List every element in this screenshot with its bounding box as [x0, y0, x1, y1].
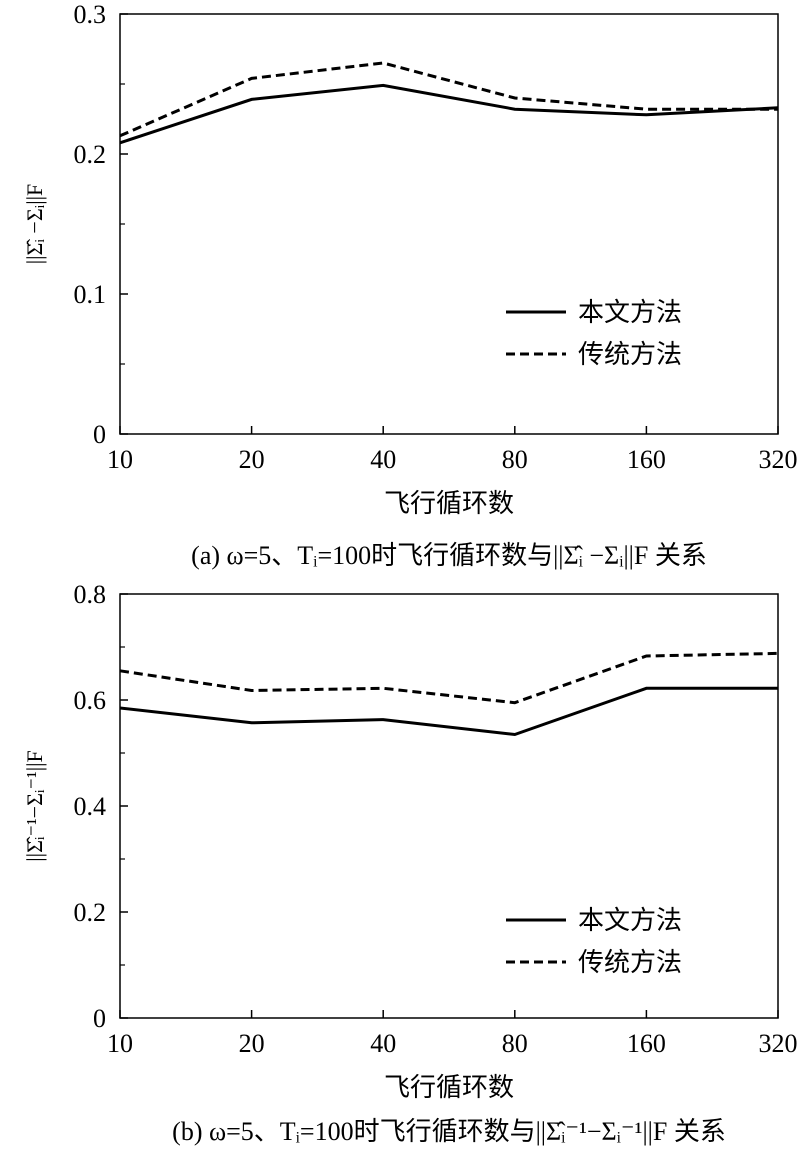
y-tick-label-a: 0.1 — [74, 280, 107, 309]
x-tick-label-a: 320 — [759, 445, 798, 474]
x-tick-label-a: 10 — [107, 445, 133, 474]
x-tick-label-b: 320 — [759, 1029, 798, 1058]
y-axis-title-b: ||Σ̂ᵢ⁻¹−Σᵢ⁻¹||F — [22, 750, 47, 861]
x-tick-label-a: 80 — [502, 445, 528, 474]
legend-label-a-2: 传统方法 — [578, 340, 682, 370]
y-axis-title-a: ||Σ̂ᵢ −Σᵢ||F — [22, 184, 47, 265]
panel-a: 飞行循环数 ||Σ̂ᵢ −Σᵢ||F — [22, 13, 779, 519]
caption-a-text: (a) ω=5、Tᵢ=100时飞行循环数与||Σ̂ᵢ −Σᵢ||F 关系 — [191, 541, 707, 570]
x-tick-label-b: 160 — [627, 1029, 666, 1058]
x-tick-label-b: 10 — [107, 1029, 133, 1058]
legend-label-b-1: 本文方法 — [578, 906, 682, 936]
caption-b-text: (b) ω=5、Tᵢ=100时飞行循环数与||Σ̂ᵢ⁻¹−Σᵢ⁻¹||F 关系 — [172, 1117, 726, 1146]
y-tick-label-b: 0.2 — [74, 898, 107, 927]
legend-label-a-1: 本文方法 — [578, 298, 682, 328]
series-line-b-2 — [119, 651, 779, 705]
series-line-a-1 — [119, 83, 779, 145]
x-tick-label-b: 40 — [370, 1029, 396, 1058]
x-tick-label-a: 40 — [370, 445, 396, 474]
y-tick-label-b: 0.8 — [74, 580, 107, 609]
y-tick-label-b: 0 — [93, 1004, 106, 1033]
y-tick-label-a: 0.2 — [74, 140, 107, 169]
panel-b: 飞行循环数 ||Σ̂ᵢ⁻¹−Σᵢ⁻¹||F — [22, 593, 779, 1103]
x-axis-title-b: 飞行循环数 — [384, 1073, 514, 1103]
y-tick-label-b: 0.4 — [74, 792, 107, 821]
series-line-b-1 — [119, 686, 778, 737]
y-tick-label-b: 0.6 — [74, 686, 107, 715]
x-tick-label-b: 80 — [502, 1029, 528, 1058]
legend-label-b-2: 传统方法 — [578, 948, 682, 978]
x-axis-title-a: 飞行循环数 — [384, 489, 514, 519]
x-tick-label-a: 160 — [627, 445, 666, 474]
x-tick-label-b: 20 — [239, 1029, 265, 1058]
plot-frame-a — [119, 13, 779, 435]
y-tick-label-a: 0.3 — [74, 0, 107, 29]
x-tick-label-a: 20 — [239, 445, 265, 474]
series-line-a-2 — [119, 61, 778, 138]
y-tick-label-a: 0 — [93, 420, 106, 449]
